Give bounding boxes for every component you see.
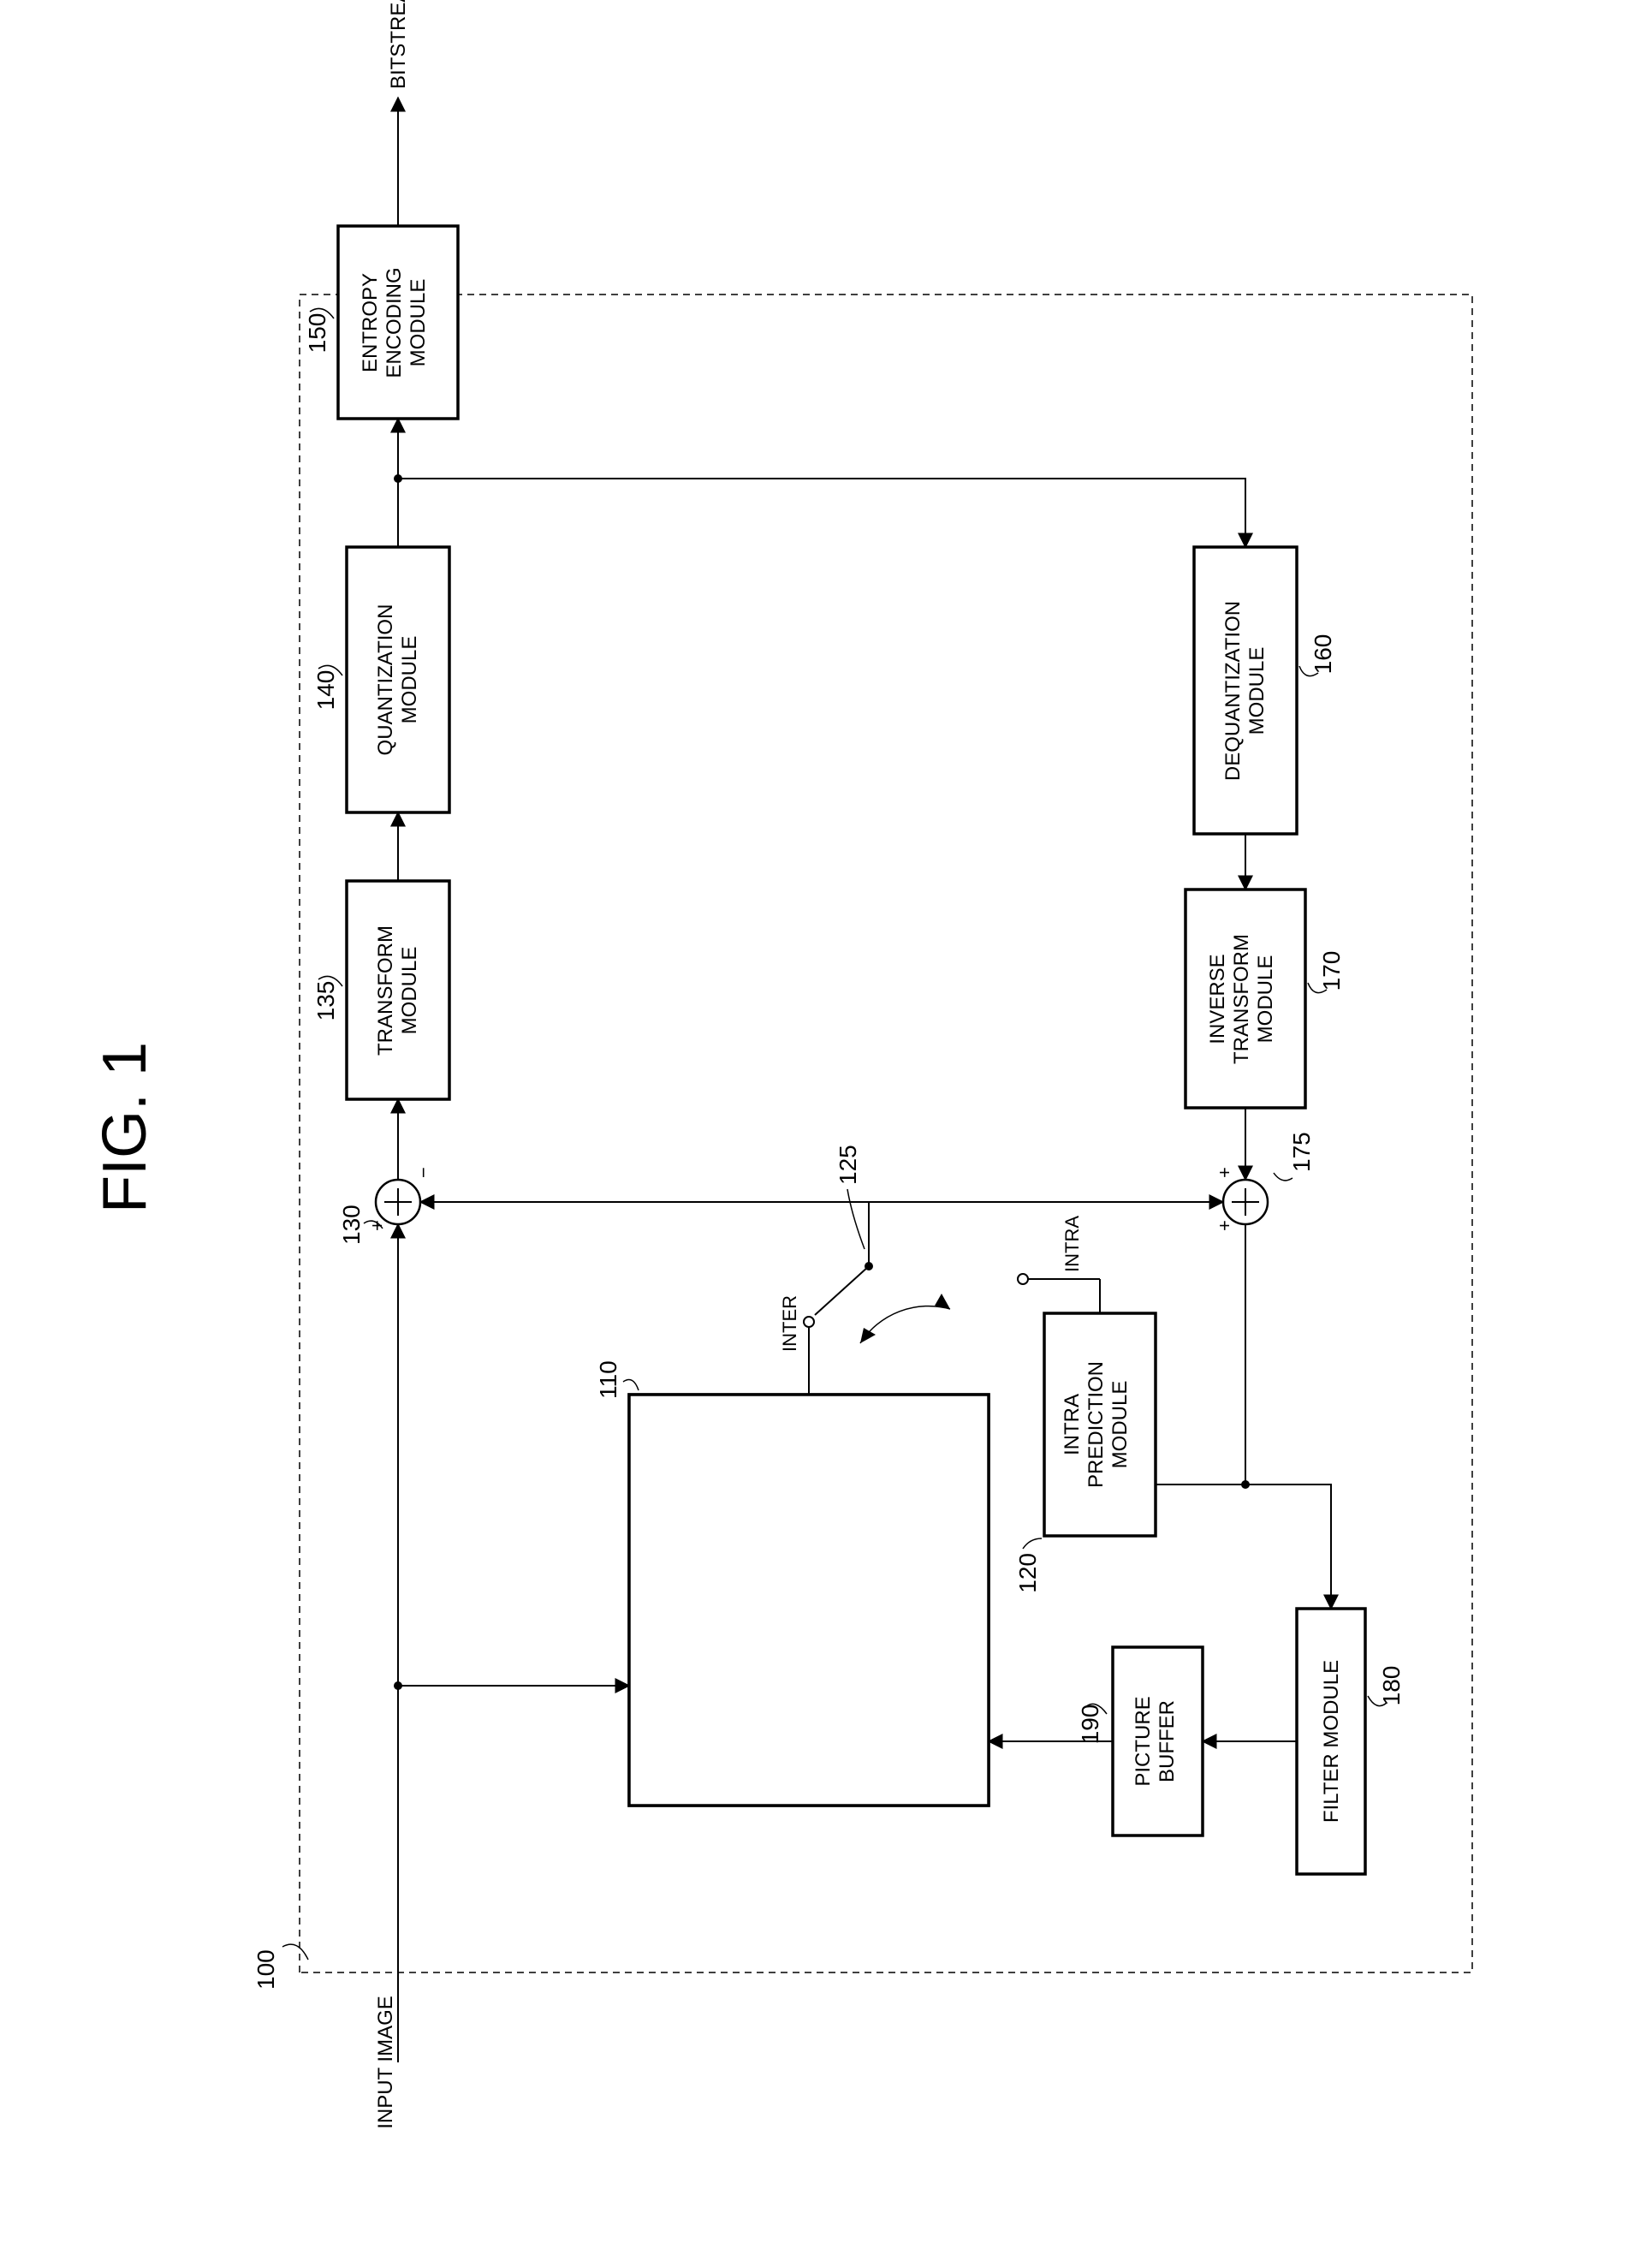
summer-sub-minus: − xyxy=(413,1167,434,1178)
frame-leader xyxy=(282,1944,308,1960)
input-label: INPUT IMAGE xyxy=(374,1996,397,2129)
summer-sub-plus: + xyxy=(366,1220,388,1231)
block-intra-l3: MODULE xyxy=(1108,1381,1132,1469)
block-picbuf-l2: BUFFER xyxy=(1156,1700,1179,1782)
switch-contact-inter xyxy=(804,1317,814,1327)
summer-add-plus-r: + xyxy=(1214,1167,1235,1178)
block-dequant-l2: MODULE xyxy=(1245,647,1269,735)
block-intra-l2: PREDICTION xyxy=(1084,1361,1108,1488)
block-entropy-ref: 150 xyxy=(304,313,330,354)
block-intra-ref: 120 xyxy=(1014,1553,1041,1593)
block-picbuf-l1: PICTURE xyxy=(1132,1696,1155,1786)
block-entropy-l3: MODULE xyxy=(407,279,430,367)
figure-title: FIG. 1 xyxy=(91,1042,159,1213)
summer-add-plus-l: + xyxy=(1214,1220,1235,1231)
block-entropy-l2: ENCODING xyxy=(383,267,406,378)
block-intra-l1: INTRA xyxy=(1061,1394,1084,1455)
summer-add xyxy=(1223,1180,1268,1224)
block-picbuf-ref: 190 xyxy=(1077,1705,1103,1745)
switch-arc-arrow-up xyxy=(860,1328,876,1343)
diagram-canvas: FIG. 1 100 INPUT IMAGE + − 130 TRANSFORM… xyxy=(0,0,1652,2255)
block-invtrans-l3: MODULE xyxy=(1254,955,1277,1044)
block-quant-l1: QUANTIZATION xyxy=(374,604,397,756)
block-transform-ref: 135 xyxy=(312,981,339,1021)
block-dequant-l1: DEQUANTIZATION xyxy=(1221,601,1245,781)
output-label: BITSTREAM xyxy=(387,0,410,89)
block-dequant-ref: 160 xyxy=(1310,634,1336,675)
block-transform-l1: TRANSFORM xyxy=(374,925,397,1056)
block-invtrans-ref: 170 xyxy=(1318,951,1345,991)
block-inter-border xyxy=(629,1395,989,1806)
summer-sub-ref: 130 xyxy=(338,1205,365,1245)
block-filter-ref: 180 xyxy=(1378,1666,1405,1706)
block-inter-leader xyxy=(623,1380,639,1390)
switch-contact-intra xyxy=(1018,1274,1028,1284)
summer-add-ref: 175 xyxy=(1288,1132,1315,1172)
wire-tap-to-dequant xyxy=(398,479,1245,547)
switch-label-inter: INTER xyxy=(779,1295,800,1352)
block-entropy-l1: ENTROPY xyxy=(359,273,382,372)
block-filter-l1: FILTER MODULE xyxy=(1320,1660,1343,1823)
block-inter-ref: 110 xyxy=(595,1360,621,1399)
block-quant-l2: MODULE xyxy=(398,636,421,724)
block-intra-leader xyxy=(1023,1538,1042,1549)
summer-add-leader xyxy=(1274,1173,1292,1181)
switch-ref: 125 xyxy=(835,1145,861,1185)
switch-arc xyxy=(860,1306,950,1343)
block-quant-ref: 140 xyxy=(312,670,339,711)
wire-recon-to-filter xyxy=(1245,1484,1331,1609)
block-transform-l2: MODULE xyxy=(398,947,421,1035)
switch-label-intra: INTRA xyxy=(1061,1216,1083,1272)
block-invtrans-l1: INVERSE xyxy=(1206,954,1229,1044)
block-invtrans-l2: TRANSFORM xyxy=(1230,934,1253,1064)
switch-leader xyxy=(847,1189,865,1249)
frame-ref: 100 xyxy=(253,1949,279,1990)
summer-sub xyxy=(376,1180,420,1224)
switch-wiper xyxy=(815,1266,869,1315)
